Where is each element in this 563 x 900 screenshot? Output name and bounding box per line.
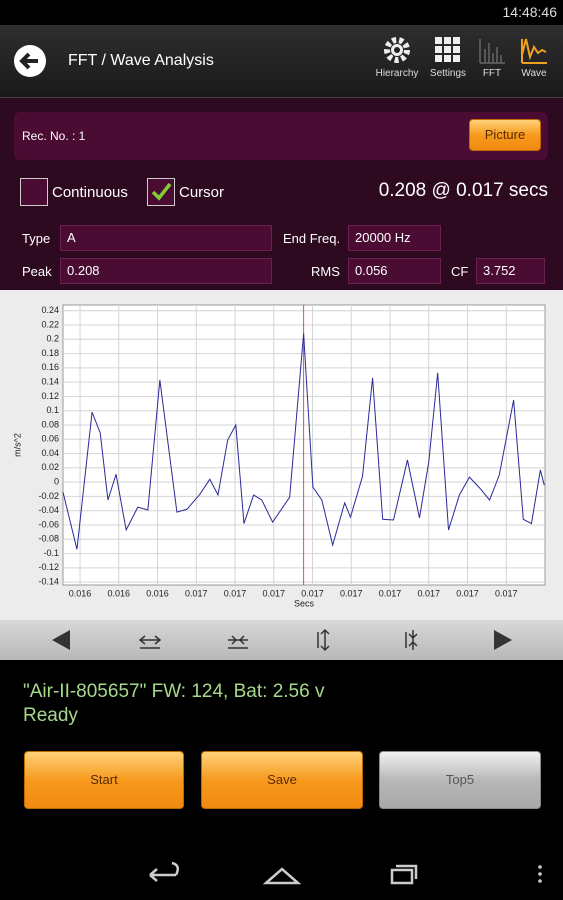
hierarchy-button[interactable]: Hierarchy <box>372 35 422 79</box>
chart: Secs m/s^2 -0.14 -0.12 -0.1 -0.08 -0.06 -0.04… <box>0 290 563 620</box>
y-tick-label: 0.08 <box>41 419 59 429</box>
y-tick-label: 0.16 <box>41 362 59 372</box>
end-freq-label: End Freq. <box>283 231 341 246</box>
x-tick-label: 0.017 <box>456 588 479 598</box>
y-tick-label: -0.04 <box>38 505 59 515</box>
save-button[interactable]: Save <box>201 751 363 809</box>
clock: 14:48:46 <box>502 4 558 20</box>
y-tick-label: 0.14 <box>41 377 59 387</box>
y-tick-label: 0.18 <box>41 348 59 358</box>
x-axis-label: Secs <box>294 598 315 608</box>
record-label: Rec. No. : 1 <box>22 129 86 143</box>
cursor-readout: 0.208 @ 0.017 secs <box>378 180 548 201</box>
label: Hierarchy <box>375 68 419 79</box>
action-bar: FFT / Wave Analysis Hierarchy Settings F… <box>0 25 563 98</box>
zoom-out-y[interactable] <box>405 630 418 650</box>
x-tick-label: 0.017 <box>495 588 518 598</box>
x-tick-label: 0.017 <box>417 588 440 598</box>
x-tick-label: 0.016 <box>69 588 92 598</box>
x-tick-label: 0.017 <box>224 588 247 598</box>
prev-button[interactable] <box>52 630 70 650</box>
y-tick-label: -0.14 <box>38 577 59 587</box>
device-state: Ready <box>23 705 78 726</box>
y-tick-label: -0.02 <box>38 491 59 501</box>
nav-menu[interactable] <box>538 865 542 883</box>
y-tick-label: -0.06 <box>38 519 59 529</box>
settings-button[interactable]: Settings <box>423 35 473 79</box>
y-tick-label: -0.08 <box>38 534 59 544</box>
cf-field: 3.752 <box>476 258 545 284</box>
type-field: A <box>60 225 272 251</box>
label: FFT <box>482 68 502 79</box>
device-info: "Air-II-805657" FW: 124, Bat: 2.56 v <box>23 681 325 702</box>
next-button[interactable] <box>494 630 512 650</box>
x-tick-label: 0.016 <box>146 588 169 598</box>
x-tick-label: 0.017 <box>185 588 208 598</box>
type-label: Type <box>22 231 51 246</box>
fft-button[interactable]: FFT <box>467 35 517 79</box>
nav-recent[interactable] <box>390 864 418 885</box>
y-tick-label: -0.12 <box>38 562 59 572</box>
label: Wave <box>521 68 547 79</box>
y-tick-label: 0.22 <box>41 319 59 329</box>
x-tick-label: 0.017 <box>340 588 363 598</box>
nav-home[interactable] <box>262 867 302 885</box>
y-tick-label: 0.24 <box>41 305 59 315</box>
y-tick-label: 0 <box>54 477 59 487</box>
cursor-checkbox[interactable] <box>147 178 175 206</box>
title: FFT / Wave Analysis <box>68 52 214 69</box>
continuous-label: Continuous <box>52 184 128 201</box>
y-tick-label: 0.1 <box>46 405 59 415</box>
y-tick-label: 0.02 <box>41 462 59 472</box>
x-tick-label: 0.017 <box>263 588 286 598</box>
x-tick-label: 0.016 <box>108 588 131 598</box>
peak-field: 0.208 <box>60 258 272 284</box>
record-box: Rec. No. : 1 Picture <box>14 112 548 160</box>
zoom-in-y[interactable] <box>317 628 330 652</box>
zoom-out-x[interactable] <box>228 635 248 649</box>
y-tick-label: -0.1 <box>43 548 59 558</box>
back-button[interactable] <box>12 43 48 79</box>
panel: Rec. No. : 1 Picture Continuous Cursor 0… <box>0 98 563 290</box>
chart-toolbar <box>0 620 563 660</box>
y-tick-label: 0.06 <box>41 434 59 444</box>
rms-field: 0.056 <box>348 258 441 284</box>
rms-label: RMS <box>311 264 340 279</box>
nav-bar <box>149 861 542 885</box>
cf-label: CF <box>451 264 469 279</box>
y-tick-label: 0.04 <box>41 448 59 458</box>
label: Settings <box>429 68 467 79</box>
start-button[interactable]: Start <box>24 751 184 809</box>
y-axis-label: m/s^2 <box>12 433 22 457</box>
series-line <box>62 333 545 550</box>
zoom-in-x[interactable] <box>138 635 162 649</box>
y-tick-label: 0.12 <box>41 391 59 401</box>
peak-label: Peak <box>22 264 52 279</box>
cursor-label: Cursor <box>179 184 225 201</box>
top5-button[interactable]: Top5 <box>379 751 541 809</box>
x-tick-label: 0.017 <box>379 588 402 598</box>
wave-button[interactable]: Wave <box>509 35 559 79</box>
status-bar: 14:48:46 <box>0 0 563 25</box>
end-freq-field: 20000 Hz <box>348 225 441 251</box>
picture-button[interactable]: Picture <box>469 119 541 151</box>
continuous-checkbox[interactable] <box>20 178 48 206</box>
nav-back[interactable] <box>149 861 180 882</box>
x-tick-label: 0.017 <box>301 588 324 598</box>
y-tick-label: 0.2 <box>46 334 59 344</box>
